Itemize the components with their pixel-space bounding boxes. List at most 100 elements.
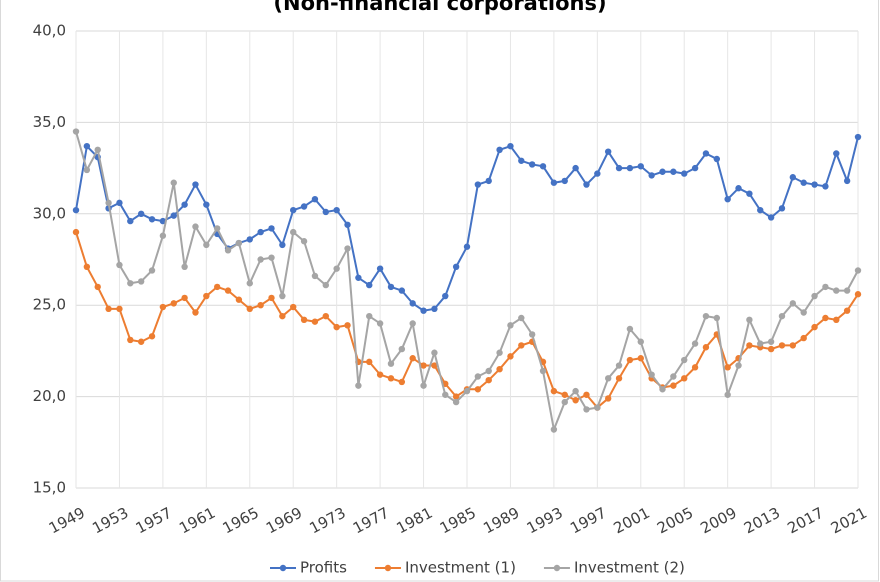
legend-label: Investment (2) bbox=[574, 559, 685, 577]
data-point bbox=[550, 387, 558, 395]
data-point bbox=[822, 314, 829, 322]
data-point bbox=[626, 325, 634, 333]
data-point bbox=[322, 281, 330, 289]
data-point bbox=[854, 291, 862, 298]
data-point bbox=[409, 355, 416, 362]
y-tick-label: 30,0 bbox=[33, 204, 66, 222]
data-point bbox=[485, 177, 492, 185]
data-point bbox=[116, 199, 123, 207]
data-point bbox=[833, 150, 840, 157]
legend-marker bbox=[553, 564, 561, 572]
data-point bbox=[159, 217, 167, 225]
data-point bbox=[833, 316, 840, 324]
y-tick-label: 35,0 bbox=[33, 113, 66, 131]
y-tick-label: 20,0 bbox=[33, 387, 66, 405]
data-point bbox=[854, 267, 862, 274]
data-point bbox=[213, 225, 221, 232]
data-point bbox=[691, 364, 699, 371]
data-point bbox=[311, 272, 319, 280]
legend-marker bbox=[384, 564, 392, 572]
data-point bbox=[344, 245, 351, 252]
data-point bbox=[485, 376, 492, 384]
data-point bbox=[767, 345, 775, 353]
data-point bbox=[83, 263, 91, 271]
data-point bbox=[496, 349, 503, 356]
data-point bbox=[127, 336, 134, 344]
data-point bbox=[94, 146, 101, 154]
legend-marker bbox=[279, 564, 287, 572]
data-point bbox=[811, 323, 818, 331]
data-point bbox=[127, 217, 134, 225]
data-point bbox=[778, 312, 786, 320]
data-point bbox=[681, 375, 688, 382]
data-point bbox=[474, 181, 482, 188]
data-point bbox=[127, 280, 134, 287]
data-point bbox=[485, 367, 492, 375]
data-point bbox=[822, 183, 829, 190]
data-point bbox=[137, 278, 145, 285]
data-point bbox=[528, 331, 536, 338]
data-point bbox=[637, 355, 644, 362]
data-point bbox=[746, 316, 753, 324]
data-point bbox=[257, 302, 264, 309]
data-point bbox=[181, 263, 188, 271]
data-point bbox=[648, 371, 655, 378]
data-point bbox=[670, 168, 677, 175]
data-point bbox=[355, 274, 362, 281]
data-point bbox=[181, 294, 188, 302]
data-point bbox=[572, 164, 579, 172]
data-point bbox=[387, 283, 395, 291]
data-point bbox=[94, 283, 101, 291]
data-point bbox=[452, 393, 460, 400]
data-point bbox=[192, 223, 199, 230]
data-point bbox=[333, 206, 340, 214]
data-point bbox=[811, 181, 818, 188]
data-point bbox=[843, 287, 851, 294]
data-point bbox=[594, 170, 601, 177]
data-point bbox=[724, 391, 731, 398]
data-point bbox=[398, 378, 406, 386]
data-point bbox=[376, 320, 384, 327]
data-point bbox=[366, 312, 373, 320]
data-point bbox=[366, 358, 373, 366]
data-point bbox=[355, 382, 362, 389]
data-point bbox=[757, 340, 764, 347]
data-point bbox=[279, 292, 286, 300]
data-point bbox=[170, 212, 177, 219]
data-point bbox=[474, 386, 482, 393]
data-point bbox=[811, 292, 818, 300]
data-point bbox=[735, 185, 742, 192]
data-point bbox=[583, 406, 590, 413]
data-point bbox=[279, 241, 286, 249]
data-point bbox=[637, 338, 644, 345]
data-point bbox=[431, 349, 438, 356]
data-point bbox=[767, 214, 775, 221]
data-point bbox=[550, 426, 558, 433]
data-point bbox=[518, 314, 525, 322]
data-point bbox=[757, 206, 764, 214]
data-point bbox=[442, 292, 449, 300]
data-point bbox=[550, 179, 558, 186]
data-point bbox=[213, 283, 221, 291]
data-point bbox=[507, 353, 514, 360]
data-point bbox=[290, 228, 297, 236]
data-point bbox=[518, 342, 525, 349]
data-point bbox=[789, 174, 797, 181]
data-point bbox=[257, 228, 264, 236]
data-point bbox=[691, 164, 699, 172]
data-point bbox=[442, 391, 449, 398]
data-point bbox=[626, 356, 634, 364]
data-point bbox=[148, 267, 156, 274]
data-point bbox=[746, 342, 753, 349]
data-point bbox=[528, 161, 536, 168]
data-point bbox=[648, 172, 655, 179]
data-point bbox=[659, 168, 666, 175]
data-point bbox=[420, 307, 427, 314]
data-point bbox=[268, 294, 275, 302]
data-point bbox=[420, 362, 427, 369]
data-point bbox=[72, 128, 80, 135]
data-point bbox=[583, 181, 590, 188]
data-point bbox=[594, 404, 601, 411]
data-point bbox=[311, 318, 319, 325]
